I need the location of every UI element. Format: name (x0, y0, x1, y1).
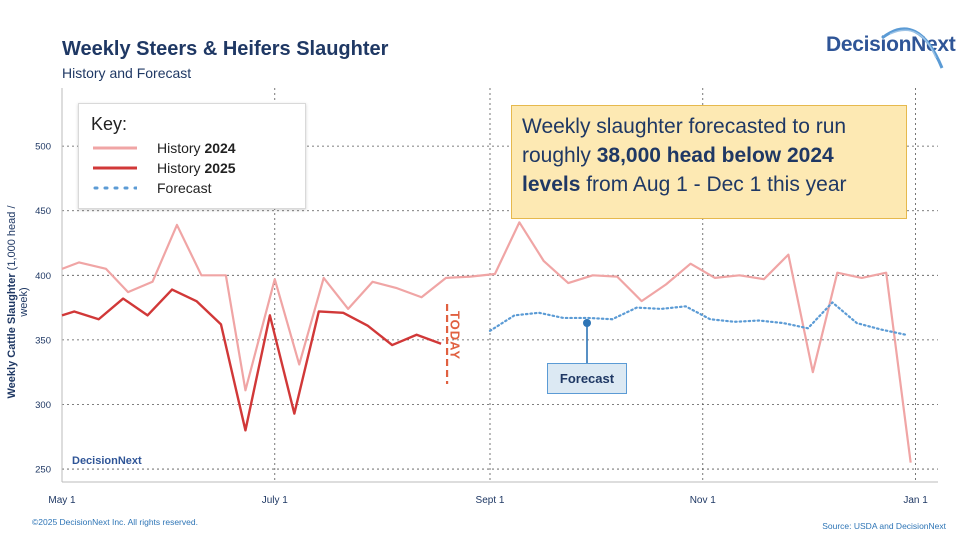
legend-swatch-forecast (93, 186, 137, 190)
chart-annotations (445, 304, 591, 384)
legend-item-history-2025: History 2025 (93, 160, 293, 178)
callout-bold: 38,000 head below 2024 levels (522, 144, 834, 196)
legend-item-forecast: Forecast (93, 180, 293, 198)
watermark-logo: DecisionNext (72, 455, 142, 467)
y-tick-label: 400 (35, 271, 51, 282)
chart-series (61, 221, 912, 463)
y-tick-label: 250 (35, 465, 51, 476)
legend-label: History 2024 (157, 140, 236, 156)
y-tick-label: 450 (35, 206, 51, 217)
today-label: TODAY (447, 310, 463, 361)
chart-axes (61, 88, 938, 483)
series-line-forecast (488, 301, 907, 336)
legend-label: History 2025 (157, 160, 236, 176)
legend-swatch-history-2025 (93, 166, 137, 170)
x-tick-label: May 1 (48, 495, 76, 506)
x-tick-label: Sept 1 (476, 495, 505, 506)
forecast-pointer-dot (583, 319, 591, 327)
legend-item-history-2024: History 2024 (93, 140, 293, 158)
legend-label: Forecast (157, 180, 212, 196)
chart-legend: Key: History 2024 History 2025 Forecast (78, 103, 306, 209)
forecast-annotation-label: Forecast (547, 363, 627, 394)
page-title: Weekly Steers & Heifers Slaughter (62, 38, 389, 60)
y-axis-label: Weekly Cattle Slaughter (1,000 head / we… (6, 192, 30, 412)
page-subtitle: History and Forecast (62, 65, 192, 81)
x-tick-label: July 1 (262, 495, 289, 506)
y-axis-label-text: Weekly Cattle Slaughter (6, 273, 18, 399)
legend-title: Key: (91, 114, 128, 134)
copyright-text: ©2025 DecisionNext Inc. All rights reser… (32, 517, 198, 527)
y-tick-label: 350 (35, 335, 51, 346)
source-text: Source: USDA and DecisionNext (822, 521, 946, 531)
y-tick-label: 300 (35, 400, 51, 411)
callout-box: Weekly slaughter forecasted to run rough… (511, 105, 907, 219)
chart-tick-labels: 250 300 350 400 450 500 May 1 July 1 Sept 1 Nov 1… (35, 142, 928, 506)
legend-swatch-history-2024 (93, 146, 137, 150)
x-tick-label: Jan 1 (903, 495, 928, 506)
x-tick-label: Nov 1 (690, 495, 717, 506)
series-line-history-2025 (61, 288, 442, 432)
logo-arc-icon (881, 27, 944, 69)
series-line-history-2024 (61, 221, 912, 463)
y-tick-label: 500 (35, 142, 51, 153)
